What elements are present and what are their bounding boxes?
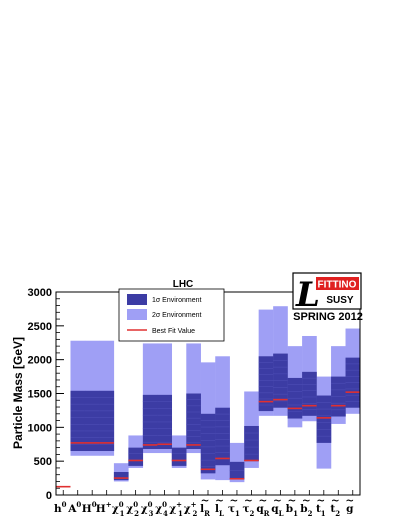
bar-1sigma-11	[215, 407, 230, 466]
x-tick-tilde-18: ~	[316, 495, 325, 507]
y-axis-title: Particle Mass [GeV]	[11, 337, 25, 449]
y-tick-label-2500: 2500	[28, 321, 52, 333]
bar-1sigma-8	[171, 447, 187, 466]
bar-1sigma-9	[186, 393, 201, 449]
x-tick-label-9: χ+ 2	[184, 500, 198, 518]
logo-susy-text: SUSY	[326, 295, 354, 306]
x-tick-label-0: h0	[54, 500, 67, 515]
bar-1sigma-13	[244, 425, 259, 462]
bar-1sigma-10	[200, 413, 216, 474]
logo-fittino-band	[316, 277, 359, 290]
x-tick-tilde-19: ~	[331, 495, 340, 507]
x-tick-label-20: g	[346, 503, 354, 515]
bar-1sigma-2	[84, 390, 100, 452]
logo-l-glyph: L	[295, 275, 320, 315]
y-tick-label-3000: 3000	[28, 287, 52, 299]
x-tick-label-3: H+	[96, 500, 112, 515]
bars-1sigma	[70, 353, 361, 481]
x-tick-tilde-17: ~	[302, 495, 311, 507]
x-tick-label-19: t2	[330, 503, 340, 518]
x-tick-tilde-16: ~	[287, 495, 296, 507]
legend-label-2sigma: 2σ Environment	[152, 312, 202, 319]
y-axis: 0 500 1000 1500 2000 2500 3000	[28, 287, 64, 502]
x-tick-tilde-15: ~	[273, 495, 282, 507]
x-axis: h0 A0 H0 H+ χ0 1 χ0 2 χ0 3 χ0 4 χ+ 1 χ+ 2 lR~lL~τ1~τ2~qR…	[54, 490, 354, 518]
x-tick-tilde-13: ~	[244, 495, 253, 507]
x-tick-tilde-12: ~	[230, 495, 239, 507]
x-tick-label-1: A0	[67, 500, 81, 515]
y-tick-label-1500: 1500	[28, 389, 52, 401]
y-tick-label-0: 0	[46, 490, 52, 502]
bestfit-markers	[56, 391, 360, 488]
x-tick-label-5: χ0 2	[126, 500, 139, 518]
bar-1sigma-1	[70, 390, 86, 452]
legend: 1σ Environment 2σ Environment Best Fit V…	[118, 288, 225, 342]
x-tick-tilde-20: ~	[345, 495, 354, 507]
y-tick-label-2000: 2000	[28, 355, 52, 367]
y-tick-label-500: 500	[34, 456, 52, 468]
x-tick-label-7: χ0 4	[155, 500, 168, 518]
x-tick-label-11: lL	[215, 503, 224, 518]
x-tick-tilde-10: ~	[201, 495, 210, 507]
bar-1sigma-14	[258, 356, 274, 412]
legend-swatch-1sigma	[127, 294, 147, 305]
x-tick-tilde-11: ~	[215, 495, 224, 507]
fittino-logo: L FITTINO SUSY SPRING 2012	[292, 272, 363, 323]
legend-swatch-2sigma	[127, 309, 147, 320]
legend-label-1sigma: 1σ Environment	[152, 297, 202, 304]
x-tick-label-2: H0	[82, 500, 97, 515]
logo-fittino-text: FITTINO	[318, 280, 357, 291]
bar-1sigma-3	[99, 390, 115, 452]
bar-1sigma-4	[113, 471, 129, 481]
bar-1sigma-18	[316, 395, 332, 443]
legend-label-bestfit: Best Fit Value	[152, 328, 195, 335]
x-tick-label-8: χ+ 1	[169, 500, 183, 518]
bar-1sigma-5	[128, 447, 144, 466]
y-tick-label-1000: 1000	[28, 422, 52, 434]
chart-title: LHC	[173, 279, 194, 290]
x-tick-label-18: t1	[316, 503, 326, 518]
x-tick-label-10: lR	[200, 503, 210, 518]
logo-edition-text: SPRING 2012	[293, 311, 363, 323]
bar-1sigma-17	[302, 371, 317, 416]
x-tick-label-6: χ0 3	[141, 500, 154, 518]
x-tick-label-4: χ0 1	[112, 500, 125, 518]
x-tick-tilde-14: ~	[258, 495, 267, 507]
